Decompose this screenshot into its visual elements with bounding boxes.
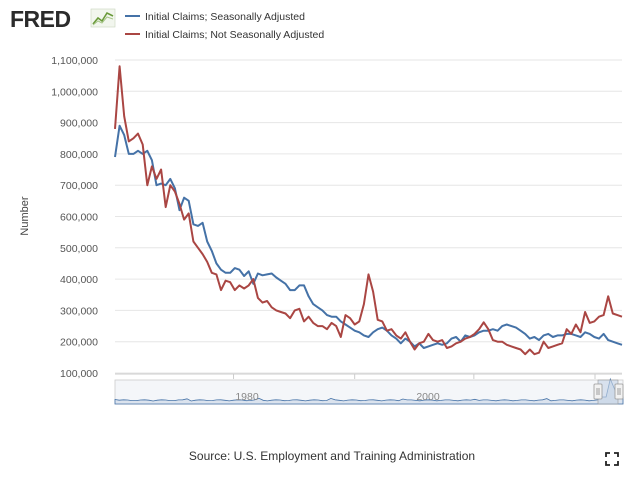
y-tick-label: 500,000 — [60, 243, 98, 255]
y-tick-label: 200,000 — [60, 337, 98, 349]
y-tick-label: 800,000 — [60, 149, 98, 161]
navigator-area — [114, 377, 624, 405]
series-line-not-seasonally-adjusted[interactable] — [114, 65, 623, 356]
y-tick-label: 1,100,000 — [51, 55, 98, 67]
legend-item-seasonally-adjusted[interactable]: Initial Claims; Seasonally Adjusted — [125, 11, 305, 23]
line-chart-icon — [90, 8, 116, 28]
y-tick-label: 900,000 — [60, 118, 98, 130]
grid — [115, 59, 622, 374]
series — [114, 65, 623, 356]
y-tick-label: 1,000,000 — [51, 86, 98, 98]
navigator-tick-2000: 2000 — [416, 391, 440, 403]
y-tick-label: 400,000 — [60, 274, 98, 286]
navigator[interactable]: 1980 2000 — [114, 377, 624, 405]
y-tick-label: 700,000 — [60, 180, 98, 192]
logo-text: FRED — [10, 6, 71, 32]
legend-label-seasonally-adjusted: Initial Claims; Seasonally Adjusted — [145, 11, 305, 23]
navigator-handle-right[interactable] — [614, 383, 624, 400]
y-axis-ticks: 100,000 200,000 300,000 400,000 500,000 600,0… — [51, 55, 98, 380]
fred-logo[interactable]: FRED — [10, 6, 116, 32]
navigator-handle-left[interactable] — [593, 383, 603, 400]
y-tick-label: 600,000 — [60, 212, 98, 224]
source-text: Source: U.S. Employment and Training Adm… — [189, 449, 475, 463]
y-tick-label: 300,000 — [60, 305, 98, 317]
fullscreen-icon[interactable] — [605, 452, 619, 466]
series-line-seasonally-adjusted[interactable] — [114, 124, 623, 349]
legend-label-not-seasonally-adjusted: Initial Claims; Not Seasonally Adjusted — [145, 29, 324, 41]
legend-item-not-seasonally-adjusted[interactable]: Initial Claims; Not Seasonally Adjusted — [125, 29, 324, 41]
navigator-tick-1980: 1980 — [235, 391, 259, 403]
legend: Initial Claims; Seasonally Adjusted Init… — [125, 11, 324, 41]
y-axis-label: Number — [19, 196, 31, 235]
y-tick-label: 100,000 — [60, 368, 98, 380]
